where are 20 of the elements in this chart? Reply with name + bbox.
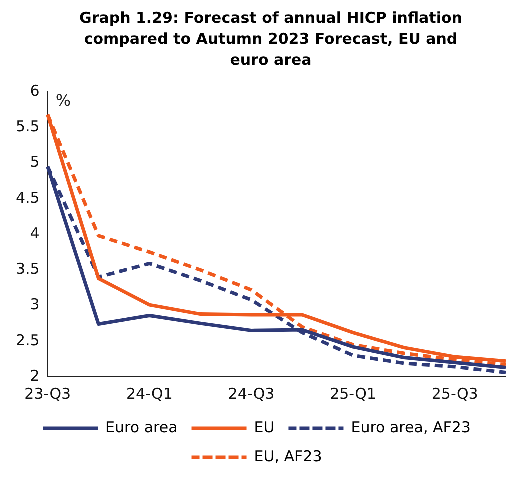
x-tick-label: 24-Q1 <box>126 384 173 403</box>
legend-label: EU <box>254 418 275 436</box>
y-tick-label: 3.5 <box>16 260 40 278</box>
y-tick-label: 4.5 <box>16 188 40 207</box>
legend-label: Euro area, AF23 <box>351 418 471 436</box>
y-tick-label: 5.5 <box>16 118 40 136</box>
y-tick-label: 5 <box>30 153 40 172</box>
y-tick-label: 4 <box>30 224 40 242</box>
chart-title: Graph 1.29: Forecast of annual HICP inflation compared to Autumn 2023 Forecast, EU and euro area <box>78 8 464 71</box>
x-tick-label: 23-Q3 <box>24 384 72 403</box>
y-axis-title: % <box>56 91 72 110</box>
x-tick-label: 25-Q1 <box>330 384 376 403</box>
y-tick-label: 2 <box>30 366 40 385</box>
x-tick-label: 25-Q3 <box>432 384 478 403</box>
legend-label: Euro area <box>106 418 178 436</box>
y-tick-label: 2.5 <box>16 331 40 350</box>
x-tick-label: 24-Q3 <box>228 384 275 403</box>
y-tick-label: 3 <box>30 296 40 314</box>
y-tick-label: 6 <box>30 82 40 100</box>
legend-label: EU, AF23 <box>254 447 322 466</box>
